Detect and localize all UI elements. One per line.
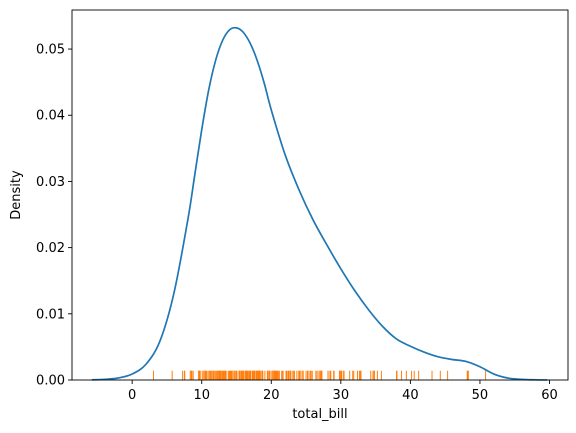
y-tick-label: 0.01 [36, 307, 65, 322]
x-tick-label: 10 [193, 388, 210, 403]
x-tick-label: 0 [128, 388, 136, 403]
y-tick-label: 0.02 [36, 241, 65, 256]
x-tick-label: 40 [402, 388, 419, 403]
x-tick-label: 20 [263, 388, 280, 403]
y-tick-label: 0.04 [36, 109, 65, 124]
rug-layer [153, 370, 487, 380]
x-tick-label: 50 [472, 388, 489, 403]
y-axis-ticks: 0.00 0.01 0.02 0.03 0.04 0.05 [36, 43, 72, 389]
y-tick-label: 0.03 [36, 175, 65, 190]
x-axis-ticks: 0 10 20 30 40 50 60 [128, 380, 558, 403]
y-tick-label: 0.00 [36, 374, 65, 389]
kde-density-curve [91, 26, 548, 381]
x-axis-label: total_bill [292, 407, 347, 422]
y-tick-label: 0.05 [36, 43, 65, 58]
x-tick-label: 30 [333, 388, 350, 403]
x-tick-label: 60 [541, 388, 558, 403]
y-axis-label: Density [9, 170, 24, 220]
axes-frame [71, 9, 569, 381]
